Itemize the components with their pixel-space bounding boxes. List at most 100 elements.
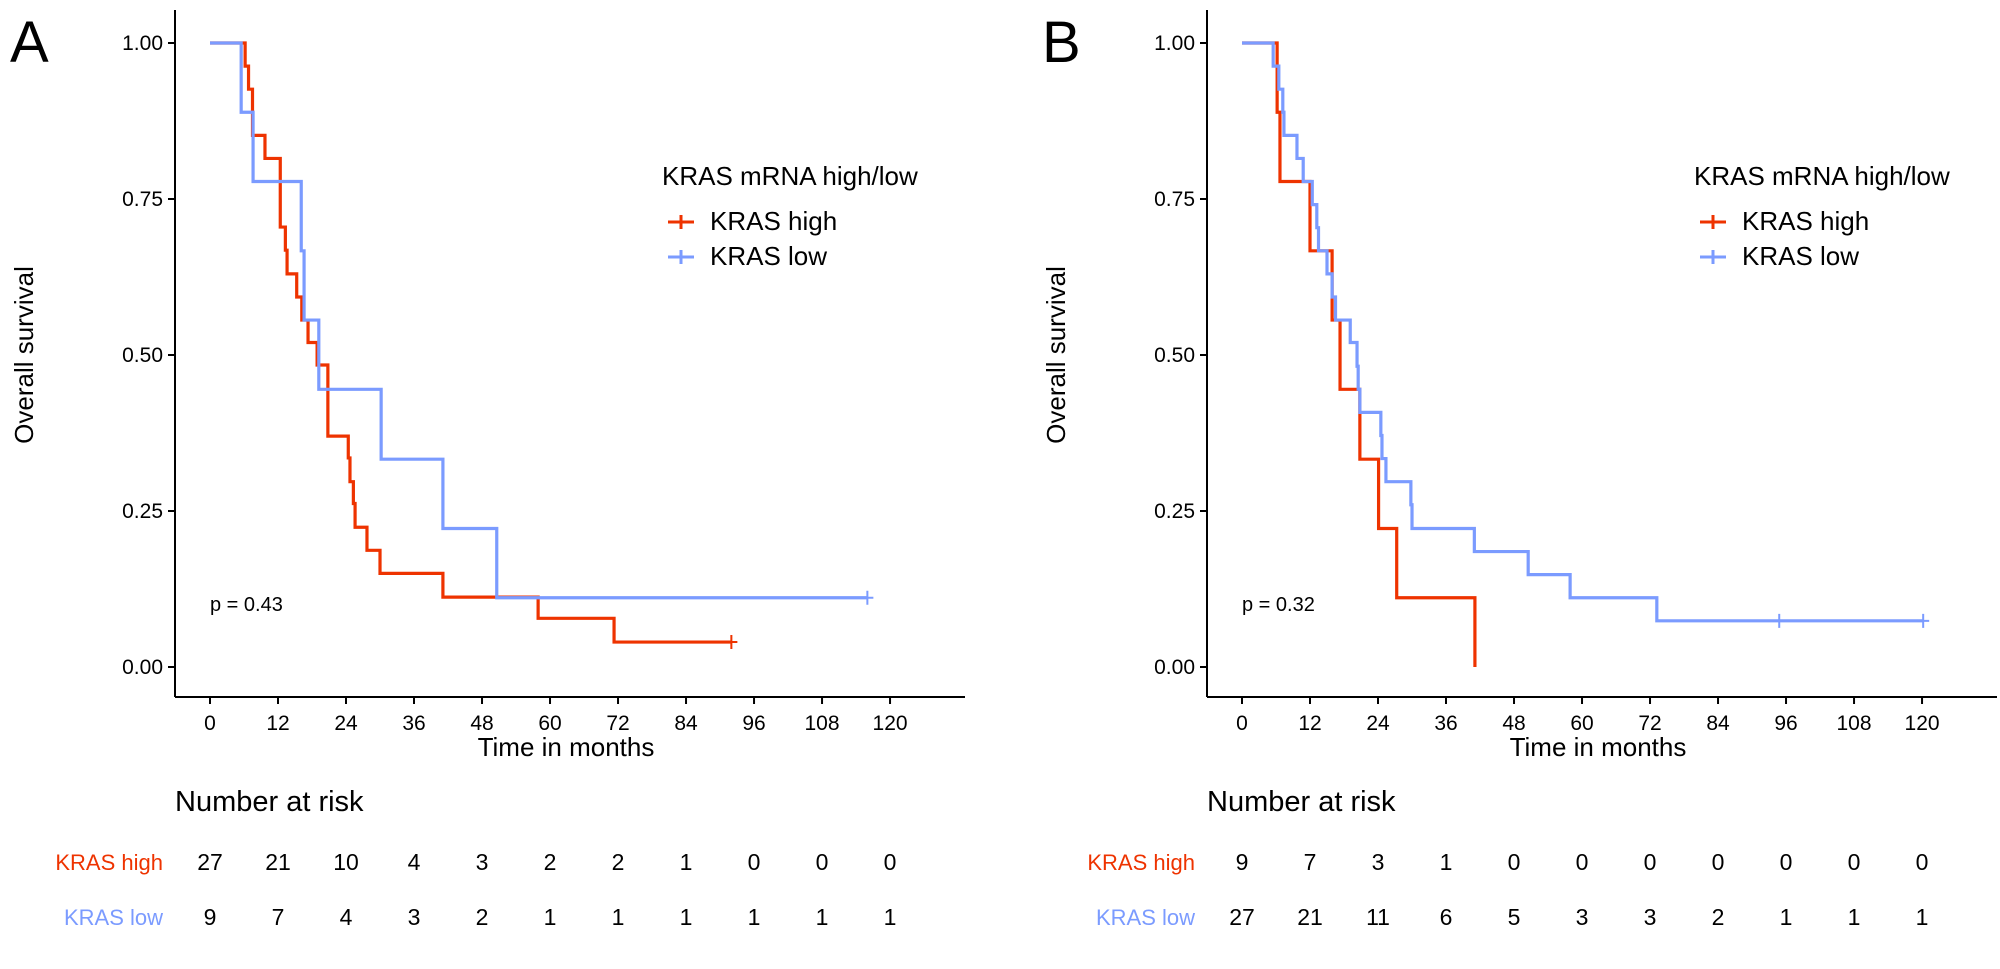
p-value-annotation: p = 0.32 — [1242, 594, 1315, 616]
risk-value: 21 — [1297, 904, 1323, 930]
risk-value: 0 — [1576, 849, 1589, 875]
risk-value: 7 — [1304, 849, 1317, 875]
p-value-annotation: p = 0.43 — [210, 594, 283, 616]
censor-mark — [861, 590, 874, 605]
x-tick-label: 96 — [1774, 712, 1797, 735]
x-tick-label: 108 — [805, 712, 840, 735]
y-tick-label: 0.00 — [1154, 656, 1195, 679]
y-tick-label: 0.25 — [1154, 500, 1195, 523]
x-axis-title: Time in months — [478, 732, 655, 762]
x-tick-label: 0 — [204, 712, 216, 735]
risk-value: 1 — [1780, 904, 1793, 930]
y-axis-title: Overall survival — [9, 266, 39, 444]
legend-label-high: KRAS high — [1742, 206, 1869, 236]
censor-mark — [1773, 613, 1786, 628]
legend-swatch-high — [1700, 215, 1726, 229]
risk-table-title: Number at risk — [1207, 786, 1396, 818]
risk-value: 3 — [476, 849, 489, 875]
risk-row-label-high: KRAS high — [1087, 850, 1195, 875]
survival-curve-high — [210, 41, 732, 644]
x-tick-label: 24 — [1366, 712, 1390, 735]
risk-value: 1 — [680, 849, 693, 875]
x-tick-label: 96 — [742, 712, 765, 735]
x-tick-label: 72 — [606, 712, 629, 735]
risk-value: 1 — [612, 904, 625, 930]
risk-value: 7 — [272, 904, 285, 930]
risk-value: 4 — [408, 849, 421, 875]
y-tick-label: 1.00 — [122, 32, 163, 55]
y-tick-label: 0.75 — [122, 188, 163, 211]
x-tick-label: 36 — [1434, 712, 1457, 735]
risk-row-label-low: KRAS low — [64, 905, 163, 930]
x-axis-title: Time in months — [1510, 732, 1687, 762]
legend-swatch-high — [668, 215, 694, 229]
y-tick-label: 0.50 — [1154, 344, 1195, 367]
x-tick-label: 0 — [1236, 712, 1248, 735]
y-tick-label: 1.00 — [1154, 32, 1195, 55]
risk-value: 9 — [204, 904, 217, 930]
x-tick-label: 120 — [1905, 712, 1940, 735]
risk-value: 0 — [1644, 849, 1657, 875]
risk-value: 3 — [1576, 904, 1589, 930]
risk-value: 1 — [1848, 904, 1861, 930]
risk-value: 1 — [816, 904, 829, 930]
legend-title: KRAS mRNA high/low — [1694, 161, 1950, 191]
x-tick-label: 12 — [1298, 712, 1321, 735]
x-tick-label: 36 — [402, 712, 425, 735]
risk-value: 1 — [884, 904, 897, 930]
x-tick-label: 24 — [334, 712, 358, 735]
risk-value: 27 — [1229, 904, 1255, 930]
panel-letter: B — [1042, 10, 1081, 75]
risk-value: 0 — [1916, 849, 1929, 875]
risk-value: 9 — [1236, 849, 1249, 875]
risk-value: 2 — [476, 904, 489, 930]
x-tick-label: 108 — [1837, 712, 1872, 735]
risk-value: 0 — [816, 849, 829, 875]
risk-value: 0 — [1780, 849, 1793, 875]
censor-mark — [1917, 613, 1930, 628]
risk-value: 27 — [197, 849, 223, 875]
legend-label-low: KRAS low — [1742, 241, 1859, 271]
risk-value: 2 — [1712, 904, 1725, 930]
risk-value: 1 — [680, 904, 693, 930]
x-tick-label: 120 — [873, 712, 908, 735]
risk-table-title: Number at risk — [175, 786, 364, 818]
risk-value: 3 — [1372, 849, 1385, 875]
risk-value: 0 — [1848, 849, 1861, 875]
survival-curve-low — [1242, 41, 1924, 623]
risk-value: 1 — [1916, 904, 1929, 930]
risk-value: 1 — [544, 904, 557, 930]
legend-title: KRAS mRNA high/low — [662, 161, 918, 191]
risk-value: 11 — [1366, 904, 1390, 930]
risk-value: 0 — [884, 849, 897, 875]
x-tick-label: 84 — [1706, 712, 1730, 735]
risk-value: 2 — [612, 849, 625, 875]
x-tick-label: 72 — [1638, 712, 1661, 735]
risk-value: 2 — [544, 849, 557, 875]
x-tick-label: 84 — [674, 712, 698, 735]
risk-value: 3 — [1644, 904, 1657, 930]
risk-row-label-high: KRAS high — [55, 850, 163, 875]
risk-row-label-low: KRAS low — [1096, 905, 1195, 930]
y-tick-label: 0.00 — [122, 656, 163, 679]
risk-value: 3 — [408, 904, 421, 930]
risk-value: 1 — [748, 904, 761, 930]
risk-value: 0 — [1508, 849, 1521, 875]
legend-label-low: KRAS low — [710, 241, 827, 271]
risk-value: 0 — [748, 849, 761, 875]
panel-b: B Overall survival Time in months KRAS m… — [1041, 10, 1997, 930]
risk-value: 4 — [340, 904, 353, 930]
x-tick-label: 12 — [266, 712, 289, 735]
censor-mark — [725, 635, 738, 650]
risk-value: 0 — [1712, 849, 1725, 875]
risk-value: 10 — [333, 849, 359, 875]
y-tick-label: 0.50 — [122, 344, 163, 367]
risk-value: 5 — [1508, 904, 1521, 930]
x-tick-label: 48 — [470, 712, 493, 735]
survival-curve-low — [210, 41, 868, 600]
y-axis-title: Overall survival — [1041, 266, 1071, 444]
y-tick-label: 0.75 — [1154, 188, 1195, 211]
risk-value: 1 — [1440, 849, 1453, 875]
risk-value: 21 — [265, 849, 291, 875]
